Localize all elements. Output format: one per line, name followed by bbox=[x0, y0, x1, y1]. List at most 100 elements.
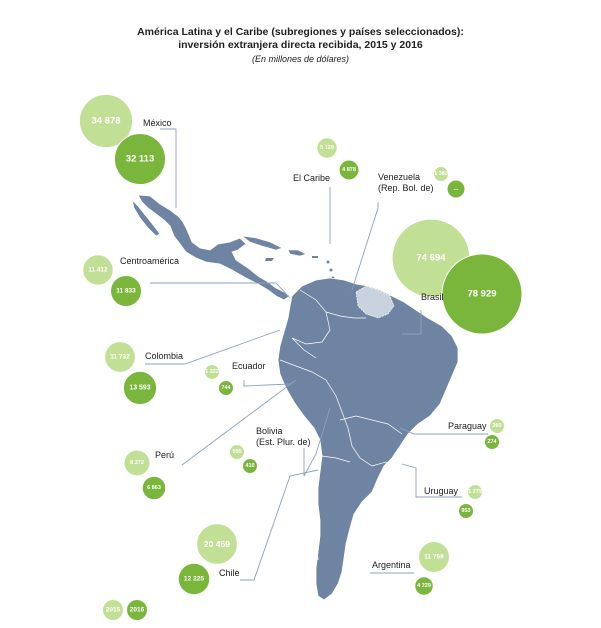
bubble-chile-2015 bbox=[196, 523, 238, 565]
entity-label-chile: Chile bbox=[219, 568, 240, 578]
entity-label-bolivia-est-plur-de-line1: Bolivia bbox=[256, 426, 283, 436]
value-label-mexico-2015: 34 878 bbox=[91, 116, 120, 127]
leader-line-brasil bbox=[402, 310, 422, 335]
leader-line-paraguay bbox=[399, 427, 488, 435]
chart-title-line1: América Latina y el Caribe (subregiones … bbox=[137, 26, 464, 38]
bubble-venezuela-rep-bol-de-2015 bbox=[433, 166, 449, 182]
bubble-mexico-2016 bbox=[113, 132, 167, 186]
map-baja-california bbox=[131, 198, 161, 237]
map-cuba bbox=[241, 235, 283, 251]
entity-label-uruguay: Uruguay bbox=[424, 486, 459, 496]
leader-line-chile bbox=[240, 469, 319, 581]
bubble-bolivia-est-plur-de-2015 bbox=[229, 444, 245, 460]
leader-line-mexico bbox=[160, 128, 177, 208]
legend-label-2016: 2016 bbox=[130, 607, 145, 614]
entity-labels: México El Caribe Venezuela(Rep. Bol. de) Ce… bbox=[120, 118, 487, 578]
bubble-uruguay-2015 bbox=[467, 484, 483, 500]
leader-line-peru bbox=[181, 379, 297, 466]
value-label-chile-2015: 20 469 bbox=[204, 539, 230, 549]
bubble-argentina-2015 bbox=[418, 541, 450, 573]
leader-line-ecuador bbox=[243, 380, 291, 387]
value-label-venezuela-rep-bol-de-2015: 1 383 bbox=[434, 171, 448, 177]
map-hispaniola bbox=[287, 249, 307, 257]
bubble-el-caribe-2015 bbox=[316, 137, 338, 159]
leader-line-uruguay bbox=[401, 463, 462, 498]
map-borders bbox=[279, 289, 403, 561]
bubble-paraguay-2015 bbox=[489, 418, 505, 434]
bubble-ecuador-2016 bbox=[218, 380, 234, 396]
leader-line-venezuela-rep-bol-de bbox=[351, 202, 379, 291]
value-label-centroamerica-2015: 11 412 bbox=[88, 267, 108, 274]
leader-lines bbox=[145, 128, 488, 581]
bubble-argentina-2016 bbox=[414, 576, 434, 596]
bubble-bolivia-est-plur-de-2016 bbox=[242, 458, 258, 474]
entity-label-brasil: Brasil bbox=[421, 292, 444, 302]
value-label-chile-2016: 12 225 bbox=[184, 576, 205, 583]
bubble-ecuador-2015 bbox=[204, 364, 220, 380]
value-label-venezuela-rep-bol-de-2016: ... bbox=[454, 186, 459, 192]
entity-label-el-caribe: El Caribe bbox=[293, 173, 330, 183]
value-label-paraguay-2015: 260 bbox=[492, 423, 501, 429]
value-label-peru-2015: 8 272 bbox=[130, 460, 144, 466]
map-lesser-antilles bbox=[329, 268, 333, 272]
bubble-peru-2015 bbox=[123, 449, 151, 477]
legend-label-2015: 2015 bbox=[106, 607, 121, 614]
bubble-paraguay-2016 bbox=[484, 434, 500, 450]
legend: 2015 2016 bbox=[103, 600, 147, 620]
chart-title-line2: inversión extranjera directa recibida, 2… bbox=[178, 39, 423, 51]
legend-swatch-2016 bbox=[127, 600, 147, 620]
map-lesser-antilles bbox=[326, 260, 330, 264]
value-label-peru-2016: 6 863 bbox=[147, 485, 161, 491]
map-guianas bbox=[355, 285, 395, 319]
leader-line-centroamerica bbox=[150, 282, 291, 299]
entity-label-centroamerica: Centroamérica bbox=[120, 256, 179, 266]
value-label-ecuador-2016: 744 bbox=[221, 385, 231, 391]
chart-subtitle: (En millones de dólares) bbox=[251, 54, 350, 64]
bubble-venezuela-rep-bol-de-2016 bbox=[446, 179, 466, 199]
value-label-mexico-2016: 32 113 bbox=[126, 154, 155, 165]
bubbles: 34 878 32 113 5 129 4 878 1 383... 11 412 11 8… bbox=[78, 93, 523, 596]
legend-swatch-2015 bbox=[103, 600, 123, 620]
bubble-centroamerica-2016 bbox=[110, 275, 142, 307]
value-label-ecuador-2015: 1 322 bbox=[205, 369, 219, 375]
value-label-uruguay-2016: 953 bbox=[461, 508, 470, 514]
leader-line-colombia bbox=[145, 329, 281, 365]
bubble-uruguay-2016 bbox=[458, 503, 474, 519]
value-label-el-caribe-2016: 4 878 bbox=[342, 167, 356, 173]
map-puerto-rico bbox=[312, 256, 318, 258]
leader-line-bolivia-est-plur-de bbox=[303, 407, 331, 477]
value-label-paraguay-2016: 274 bbox=[487, 439, 497, 445]
bubble-centroamerica-2015 bbox=[82, 254, 114, 286]
entity-label-argentina: Argentina bbox=[372, 560, 411, 570]
value-label-brasil-2016: 78 929 bbox=[467, 289, 496, 300]
chart-title-block: América Latina y el Caribe (subregiones … bbox=[0, 26, 601, 65]
value-label-el-caribe-2015: 5 129 bbox=[320, 145, 334, 151]
bubble-mexico-2015 bbox=[78, 93, 134, 149]
bubble-peru-2016 bbox=[141, 475, 167, 501]
value-label-uruguay-2015: 1 279 bbox=[468, 489, 482, 495]
bubble-el-caribe-2016 bbox=[338, 159, 360, 181]
entity-label-paraguay: Paraguay bbox=[448, 421, 487, 431]
bubble-colombia-2016 bbox=[122, 370, 158, 406]
value-label-bolivia-est-plur-de-2016: 410 bbox=[245, 463, 254, 469]
map-south-america bbox=[277, 277, 459, 601]
value-label-colombia-2016: 13 593 bbox=[129, 385, 150, 392]
value-label-colombia-2015: 11 732 bbox=[110, 354, 130, 361]
map-shapes bbox=[131, 194, 459, 601]
entity-label-colombia: Colombia bbox=[145, 351, 183, 361]
bubble-brasil-2016 bbox=[441, 253, 523, 335]
map-mexico-centralamerica bbox=[137, 194, 291, 301]
bubble-chile-2016 bbox=[177, 562, 211, 596]
bubble-colombia-2015 bbox=[104, 341, 136, 373]
value-label-brasil-2015: 74 694 bbox=[416, 253, 446, 264]
entity-label-peru: Perú bbox=[155, 450, 174, 460]
value-label-bolivia-est-plur-de-2015: 555 bbox=[232, 449, 241, 455]
value-label-argentina-2016: 4 229 bbox=[417, 583, 431, 589]
entity-label-venezuela-rep-bol-de-line2: (Rep. Bol. de) bbox=[378, 183, 434, 193]
entity-label-bolivia-est-plur-de-line2: (Est. Plur. de) bbox=[256, 437, 311, 447]
entity-label-venezuela-rep-bol-de-line1: Venezuela bbox=[378, 172, 420, 182]
value-label-centroamerica-2016: 11 833 bbox=[116, 288, 136, 295]
entity-label-mexico: México bbox=[143, 118, 172, 128]
value-label-argentina-2015: 11 759 bbox=[424, 554, 444, 561]
